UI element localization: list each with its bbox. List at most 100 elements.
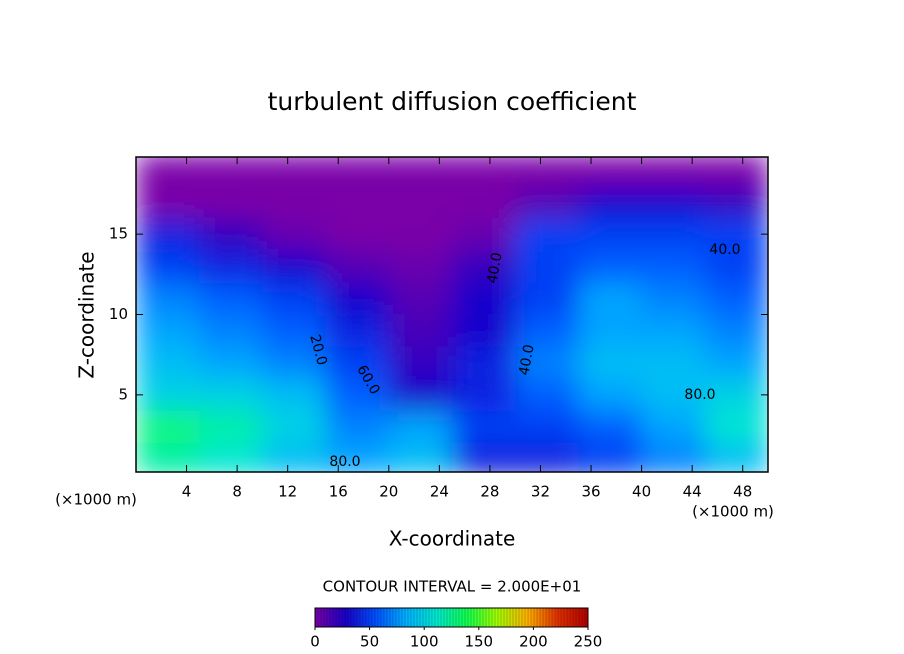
heatmap-cell: [136, 250, 200, 283]
colorbar-swatch: [537, 608, 541, 627]
x-tick-label: 20: [379, 483, 398, 501]
colorbar-swatch: [459, 608, 463, 627]
colorbar-swatch: [354, 608, 358, 627]
colorbar-swatch: [429, 608, 433, 627]
heatmap-cell: [199, 314, 263, 348]
heatmap: [136, 157, 768, 472]
colorbar-swatch: [393, 608, 397, 627]
heatmap-cell: [641, 346, 706, 380]
heatmap-cell: [641, 443, 706, 472]
heatmap-cell: [136, 443, 200, 472]
colorbar-swatch: [543, 608, 547, 627]
y-tick-label: 15: [109, 225, 128, 243]
colorbar-swatch: [435, 608, 439, 627]
colorbar-swatch: [414, 608, 418, 627]
heatmap-cell: [704, 282, 768, 315]
colorbar-swatch: [567, 608, 571, 627]
x-tick-label: 24: [430, 483, 449, 501]
heatmap-cell: [452, 378, 516, 412]
heatmap-cell: [578, 185, 643, 219]
colorbar-swatch: [324, 608, 328, 627]
heatmap-cell: [578, 346, 643, 380]
heatmap-cell: [515, 282, 579, 315]
plot-area: [136, 157, 768, 472]
heatmap-cell: [704, 346, 768, 380]
colorbar-swatch: [522, 608, 526, 627]
colorbar-swatch: [582, 608, 586, 627]
colorbar-tick-label: 200: [519, 633, 548, 651]
colorbar-swatch: [516, 608, 520, 627]
colorbar-swatch: [327, 608, 331, 627]
colorbar-swatch: [495, 608, 499, 627]
heatmap-cell: [388, 157, 453, 187]
heatmap-cell: [388, 250, 453, 283]
colorbar-swatch: [390, 608, 394, 627]
colorbar-swatch: [447, 608, 451, 627]
colorbar-swatch: [513, 608, 517, 627]
x-tick-label: 40: [632, 483, 651, 501]
heatmap-cell: [578, 378, 643, 412]
colorbar-swatch: [453, 608, 457, 627]
colorbar-swatch: [477, 608, 481, 627]
colorbar-swatch: [438, 608, 442, 627]
heatmap-cell: [199, 378, 263, 412]
y-axis-title: Z-coordinate: [75, 251, 99, 378]
x-tick-label: 48: [733, 483, 752, 501]
heatmap-cell: [199, 282, 263, 315]
colorbar-swatch: [486, 608, 490, 627]
colorbar-swatch: [348, 608, 352, 627]
colorbar-tick-label: 100: [410, 633, 439, 651]
colorbar-swatch: [330, 608, 334, 627]
x-tick-label: 16: [329, 483, 348, 501]
heatmap-cell: [704, 218, 768, 251]
heatmap-cell: [452, 410, 516, 444]
chart-title: turbulent diffusion coefficient: [268, 87, 637, 116]
heatmap-cell: [262, 157, 327, 187]
x-tick-label: 12: [278, 483, 297, 501]
heatmap-cell: [136, 185, 200, 219]
colorbar-swatch: [501, 608, 505, 627]
colorbar-swatch: [420, 608, 424, 627]
colorbar-swatch: [408, 608, 412, 627]
colorbar-swatch: [333, 608, 337, 627]
heatmap-cell: [262, 346, 327, 380]
heatmap-cell: [388, 410, 453, 444]
heatmap-cell: [262, 250, 327, 283]
heatmap-cell: [515, 157, 579, 187]
heatmap-cell: [578, 314, 643, 348]
x-tick-label: 8: [232, 483, 242, 501]
contour-label: 80.0: [329, 454, 360, 470]
heatmap-cell: [578, 157, 643, 187]
heatmap-cell: [388, 314, 453, 348]
heatmap-cell: [136, 346, 200, 380]
colorbar-swatch: [507, 608, 511, 627]
x-tick-label: 28: [480, 483, 499, 501]
colorbar-tick-label: 250: [574, 633, 603, 651]
colorbar-swatch: [405, 608, 409, 627]
colorbar-swatch: [492, 608, 496, 627]
heatmap-cell: [578, 443, 643, 472]
colorbar-swatch: [411, 608, 415, 627]
heatmap-cell: [262, 410, 327, 444]
x-tick-label: 32: [531, 483, 550, 501]
colorbar-swatch: [552, 608, 556, 627]
colorbar-swatch: [573, 608, 577, 627]
colorbar-swatch: [345, 608, 349, 627]
colorbar: 0 50 100 150 200 250: [310, 607, 603, 651]
heatmap-cell: [136, 410, 200, 444]
heatmap-cell: [641, 218, 706, 251]
heatmap-cell: [325, 346, 390, 380]
heatmap-cell: [388, 443, 453, 472]
heatmap-cell: [136, 314, 200, 348]
contour-label: 40.0: [516, 343, 537, 376]
heatmap-cell: [704, 410, 768, 444]
colorbar-swatch: [369, 608, 373, 627]
heatmap-cell: [325, 314, 390, 348]
colorbar-swatch: [570, 608, 574, 627]
heatmap-cell: [515, 250, 579, 283]
contour-label: 40.0: [709, 242, 740, 258]
heatmap-cell: [641, 157, 706, 187]
colorbar-swatch: [468, 608, 472, 627]
colorbar-swatch: [423, 608, 427, 627]
heatmap-cell: [325, 410, 390, 444]
